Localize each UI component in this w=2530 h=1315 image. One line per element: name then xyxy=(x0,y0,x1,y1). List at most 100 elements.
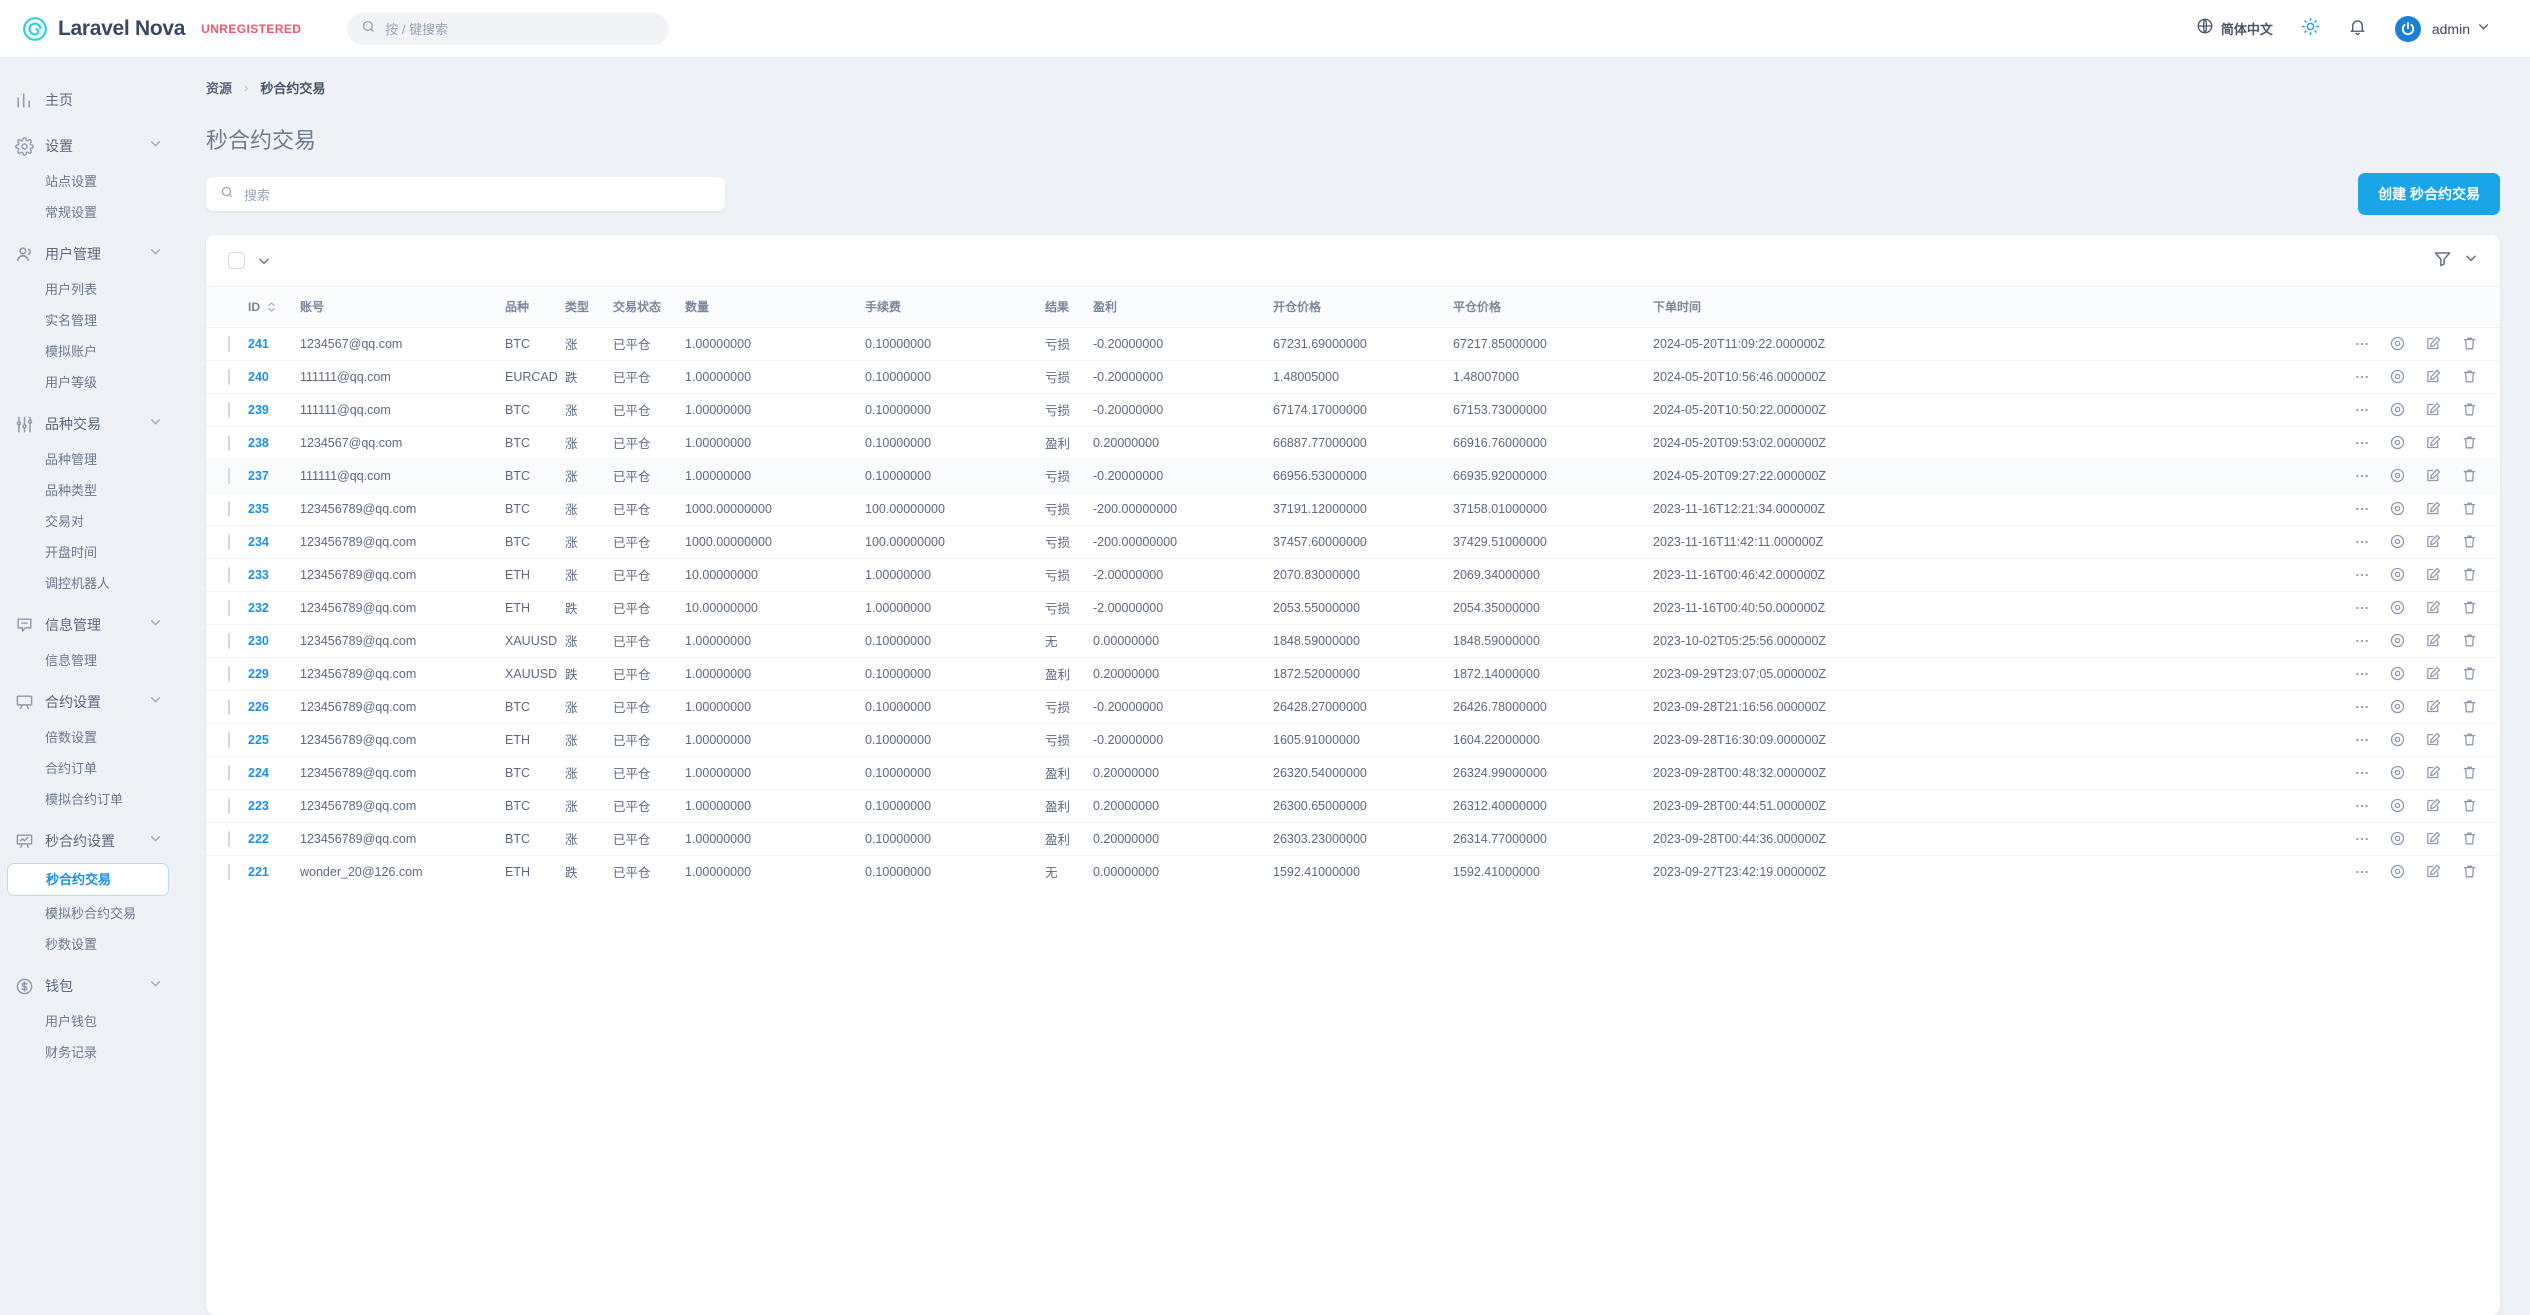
row-id-link[interactable]: 222 xyxy=(248,831,269,846)
chevron-down-icon[interactable] xyxy=(149,415,162,433)
edit-icon[interactable] xyxy=(2425,830,2442,847)
row-checkbox[interactable] xyxy=(228,467,230,484)
row-id-link[interactable]: 226 xyxy=(248,699,269,714)
more-icon[interactable] xyxy=(2354,501,2370,517)
select-all-checkbox[interactable] xyxy=(228,252,245,269)
edit-icon[interactable] xyxy=(2425,467,2442,484)
table-row[interactable]: 225 123456789@qq.com ETH 涨 已平仓 1.00000000 0.10… xyxy=(206,723,2500,756)
sort-icon[interactable] xyxy=(266,300,277,314)
sidebar-group-0[interactable]: 主页 xyxy=(0,80,176,120)
delete-icon[interactable] xyxy=(2461,665,2478,682)
preview-icon[interactable] xyxy=(2389,335,2406,352)
preview-icon[interactable] xyxy=(2389,731,2406,748)
resource-search-input[interactable]: 搜索 xyxy=(206,177,725,211)
filter-icon[interactable] xyxy=(2433,249,2452,273)
table-row[interactable]: 241 1234567@qq.com BTC 涨 已平仓 1.00000000 0.1000… xyxy=(206,327,2500,360)
edit-icon[interactable] xyxy=(2425,434,2442,451)
preview-icon[interactable] xyxy=(2389,830,2406,847)
row-id-link[interactable]: 233 xyxy=(248,567,269,582)
more-icon[interactable] xyxy=(2354,567,2370,583)
edit-icon[interactable] xyxy=(2425,797,2442,814)
row-id-link[interactable]: 237 xyxy=(248,468,269,483)
table-row[interactable]: 232 123456789@qq.com ETH 跌 已平仓 10.00000000 1.0… xyxy=(206,591,2500,624)
edit-icon[interactable] xyxy=(2425,599,2442,616)
more-icon[interactable] xyxy=(2354,468,2370,484)
delete-icon[interactable] xyxy=(2461,830,2478,847)
row-checkbox[interactable] xyxy=(228,500,230,517)
table-row[interactable]: 237 111111@qq.com BTC 涨 已平仓 1.00000000 0.10000… xyxy=(206,459,2500,492)
brand[interactable]: Laravel Nova UNREGISTERED xyxy=(22,16,301,42)
delete-icon[interactable] xyxy=(2461,467,2478,484)
more-icon[interactable] xyxy=(2354,435,2370,451)
edit-icon[interactable] xyxy=(2425,566,2442,583)
sidebar-group-2[interactable]: 用户管理 xyxy=(0,234,176,274)
table-row[interactable]: 238 1234567@qq.com BTC 涨 已平仓 1.00000000 0.1000… xyxy=(206,426,2500,459)
preview-icon[interactable] xyxy=(2389,665,2406,682)
chevron-down-icon[interactable] xyxy=(149,616,162,634)
more-icon[interactable] xyxy=(2354,831,2370,847)
row-id-link[interactable]: 240 xyxy=(248,369,269,384)
edit-icon[interactable] xyxy=(2425,665,2442,682)
table-row[interactable]: 229 123456789@qq.com XAUUSD 跌 已平仓 1.00000000 0… xyxy=(206,657,2500,690)
sidebar-item[interactable]: 用户钱包 xyxy=(45,1014,98,1029)
row-id-link[interactable]: 235 xyxy=(248,501,269,516)
preview-icon[interactable] xyxy=(2389,533,2406,550)
sidebar-item[interactable]: 调控机器人 xyxy=(45,576,111,591)
edit-icon[interactable] xyxy=(2425,731,2442,748)
row-checkbox[interactable] xyxy=(228,632,230,649)
sidebar-group-7[interactable]: 钱包 xyxy=(0,966,176,1006)
row-id-link[interactable]: 232 xyxy=(248,600,269,615)
column-header-id[interactable]: ID xyxy=(248,287,300,327)
row-checkbox[interactable] xyxy=(228,434,230,451)
chevron-down-icon[interactable] xyxy=(149,245,162,263)
delete-icon[interactable] xyxy=(2461,764,2478,781)
more-icon[interactable] xyxy=(2354,633,2370,649)
preview-icon[interactable] xyxy=(2389,698,2406,715)
table-row[interactable]: 234 123456789@qq.com BTC 涨 已平仓 1000.00000000 1… xyxy=(206,525,2500,558)
delete-icon[interactable] xyxy=(2461,566,2478,583)
more-icon[interactable] xyxy=(2354,402,2370,418)
sidebar-item[interactable]: 品种类型 xyxy=(45,483,98,498)
row-checkbox[interactable] xyxy=(228,731,230,748)
edit-icon[interactable] xyxy=(2425,500,2442,517)
delete-icon[interactable] xyxy=(2461,599,2478,616)
row-id-link[interactable]: 239 xyxy=(248,402,269,417)
edit-icon[interactable] xyxy=(2425,632,2442,649)
breadcrumb-root[interactable]: 资源 xyxy=(206,81,233,96)
user-menu[interactable]: admin xyxy=(2381,9,2504,49)
row-checkbox[interactable] xyxy=(228,830,230,847)
sidebar-item[interactable]: 模拟合约订单 xyxy=(45,792,124,807)
row-checkbox[interactable] xyxy=(228,698,230,715)
delete-icon[interactable] xyxy=(2461,797,2478,814)
edit-icon[interactable] xyxy=(2425,698,2442,715)
table-row[interactable]: 240 111111@qq.com EURCAD 跌 已平仓 1.00000000 0.10… xyxy=(206,360,2500,393)
more-icon[interactable] xyxy=(2354,336,2370,352)
more-icon[interactable] xyxy=(2354,864,2370,880)
delete-icon[interactable] xyxy=(2461,434,2478,451)
delete-icon[interactable] xyxy=(2461,368,2478,385)
preview-icon[interactable] xyxy=(2389,797,2406,814)
sidebar-item[interactable]: 模拟秒合约交易 xyxy=(45,906,137,921)
chevron-down-icon[interactable] xyxy=(149,693,162,711)
more-icon[interactable] xyxy=(2354,666,2370,682)
row-id-link[interactable]: 225 xyxy=(248,732,269,747)
row-id-link[interactable]: 234 xyxy=(248,534,269,549)
preview-icon[interactable] xyxy=(2389,434,2406,451)
table-row[interactable]: 222 123456789@qq.com BTC 涨 已平仓 1.00000000 0.10… xyxy=(206,822,2500,855)
row-checkbox[interactable] xyxy=(228,533,230,550)
sidebar-group-5[interactable]: 合约设置 xyxy=(0,682,176,722)
sidebar-item[interactable]: 站点设置 xyxy=(45,174,98,189)
more-icon[interactable] xyxy=(2354,369,2370,385)
row-id-link[interactable]: 221 xyxy=(248,864,269,879)
delete-icon[interactable] xyxy=(2461,698,2478,715)
table-row[interactable]: 224 123456789@qq.com BTC 涨 已平仓 1.00000000 0.10… xyxy=(206,756,2500,789)
table-row[interactable]: 226 123456789@qq.com BTC 涨 已平仓 1.00000000 0.10… xyxy=(206,690,2500,723)
sidebar-group-4[interactable]: 信息管理 xyxy=(0,605,176,645)
row-id-link[interactable]: 229 xyxy=(248,666,269,681)
row-id-link[interactable]: 241 xyxy=(248,336,269,351)
row-checkbox[interactable] xyxy=(228,401,230,418)
row-checkbox[interactable] xyxy=(228,566,230,583)
create-resource-button[interactable]: 创建 秒合约交易 xyxy=(2358,173,2500,215)
chevron-down-icon[interactable] xyxy=(149,832,162,850)
edit-icon[interactable] xyxy=(2425,335,2442,352)
